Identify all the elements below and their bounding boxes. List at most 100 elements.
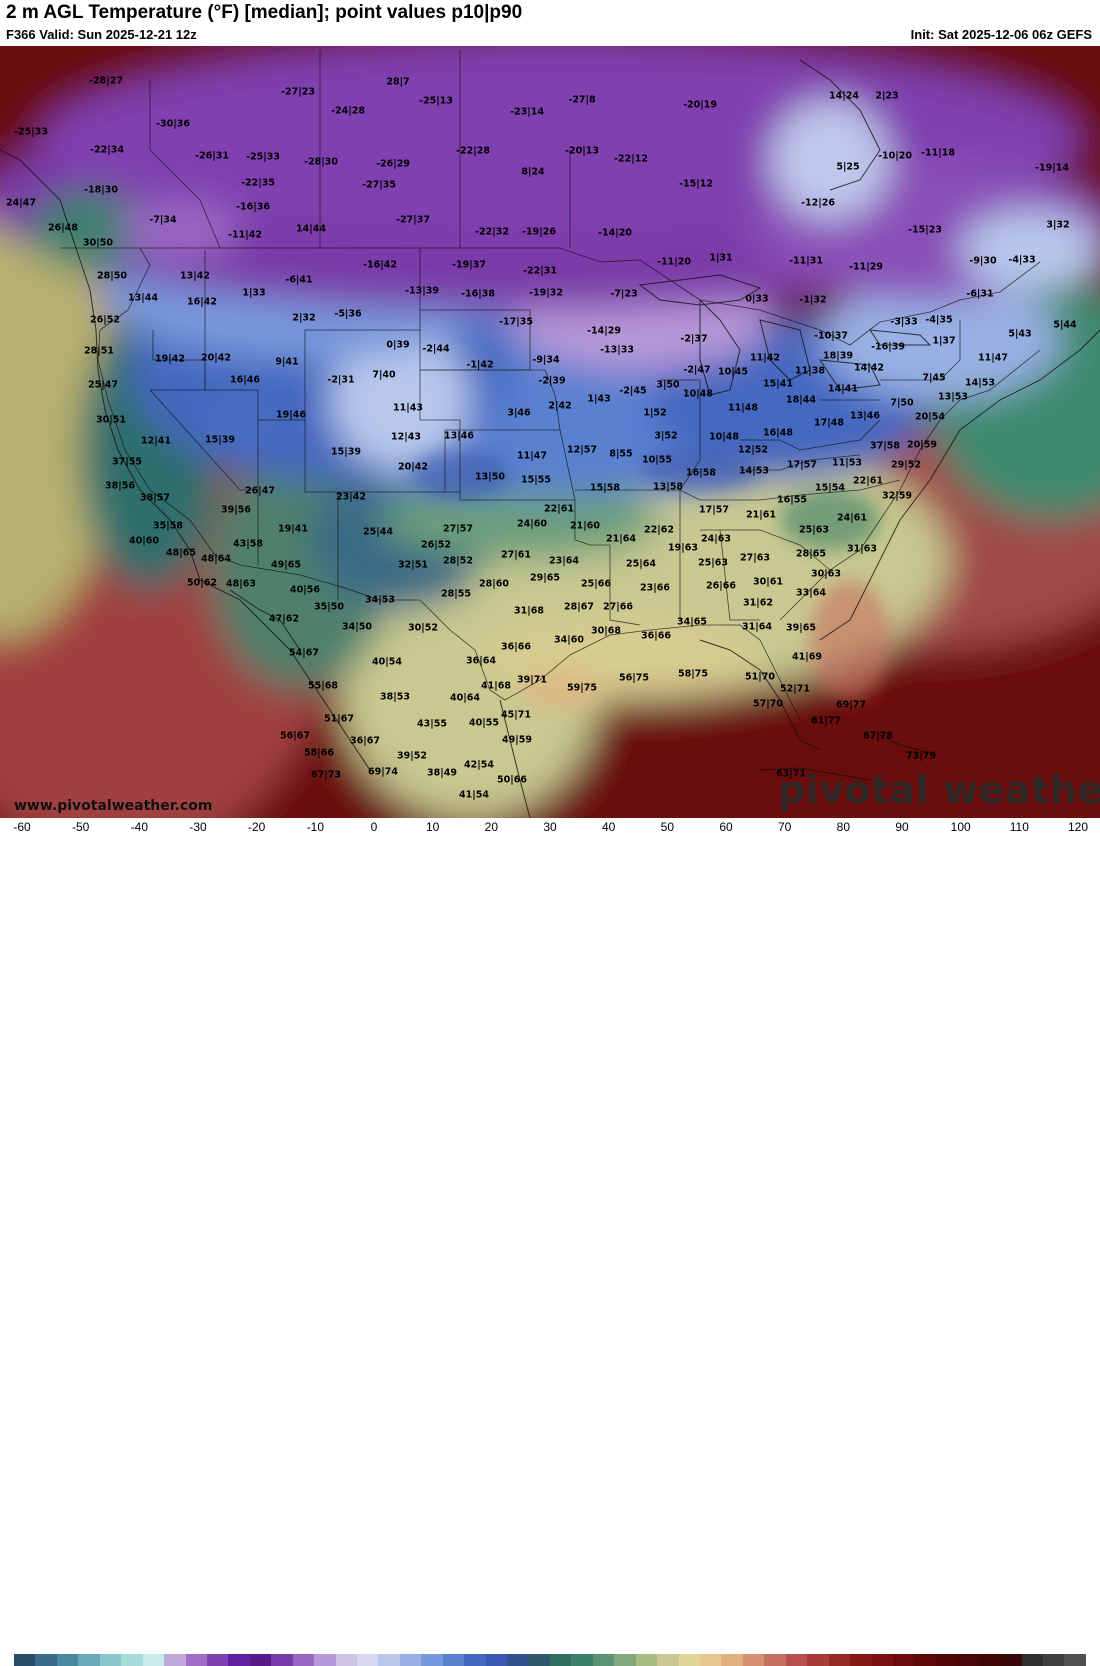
point-value-label: 32|59 [882, 490, 912, 502]
point-value-label: 16|46 [230, 374, 260, 386]
point-value-label: 19|46 [276, 409, 306, 421]
point-value-label: 40|55 [469, 717, 499, 729]
point-value-label: 31|62 [743, 597, 773, 609]
legend-color-swatch [892, 1654, 915, 1666]
legend-color-swatch [635, 1654, 658, 1666]
legend-tick-label: -50 [71, 820, 90, 834]
point-value-label: 16|48 [763, 427, 793, 439]
point-value-label: 36|66 [501, 641, 531, 653]
point-value-label: -20|19 [683, 99, 717, 111]
point-value-label: -16|39 [871, 341, 905, 353]
point-value-label: 41|54 [459, 789, 489, 801]
point-value-label: 21|61 [746, 509, 776, 521]
legend-tick-label: 40 [601, 820, 616, 834]
point-value-label: 26|52 [421, 539, 451, 551]
point-value-label: 41|68 [481, 680, 511, 692]
point-value-label: 25|63 [799, 524, 829, 536]
point-value-label: -27|8 [568, 94, 596, 106]
point-value-label: 58|75 [678, 668, 708, 680]
point-value-label: 25|64 [626, 558, 656, 570]
legend-tick-label: 60 [719, 820, 733, 834]
point-value-label: 17|57 [787, 459, 817, 471]
legend-color-swatch [507, 1654, 529, 1666]
point-value-label: 16|58 [686, 467, 716, 479]
legend-tick-label: -30 [189, 820, 207, 834]
point-value-label: -22|32 [475, 226, 509, 238]
point-value-label: 36|64 [466, 655, 496, 667]
legend-color-swatch [1021, 1654, 1043, 1666]
point-value-label: 30|50 [83, 237, 113, 249]
point-value-label: 59|75 [567, 682, 597, 694]
temperature-map[interactable] [0, 46, 1100, 818]
point-value-label: 26|66 [706, 580, 736, 592]
point-value-label: -18|30 [84, 184, 118, 196]
legend-color-swatch [571, 1654, 593, 1666]
legend-colorbar [14, 1654, 1086, 1666]
legend-color-swatch [421, 1654, 443, 1666]
point-value-label: 51|70 [745, 671, 775, 683]
legend-color-swatch [1000, 1654, 1022, 1666]
point-value-label: 45|71 [501, 709, 531, 721]
point-value-label: -22|12 [614, 153, 648, 165]
legend-color-swatch [464, 1654, 486, 1666]
point-value-label: 50|66 [497, 774, 527, 786]
point-value-label: 23|64 [549, 555, 579, 567]
legend-tick-label: -10 [306, 820, 324, 834]
point-value-label: 13|46 [444, 430, 474, 442]
legend-color-swatch [185, 1654, 207, 1666]
legend-color-swatch [807, 1654, 829, 1666]
legend-color-swatch [164, 1654, 186, 1666]
point-value-label: -9|30 [969, 255, 997, 267]
point-value-label: 2|42 [548, 400, 572, 412]
point-value-label: 40|64 [450, 692, 480, 704]
point-value-label: 35|50 [314, 601, 344, 613]
legend-color-swatch [378, 1654, 400, 1666]
point-value-label: 11|43 [393, 402, 423, 414]
point-value-label: 57|70 [753, 698, 783, 710]
website-watermark: www.pivotalweather.com [14, 798, 213, 814]
point-value-label: -10|37 [814, 330, 848, 342]
chart-title: 2 m AGL Temperature (°F) [median]; point… [6, 2, 523, 23]
point-value-label: 27|63 [740, 552, 770, 564]
point-value-label: -1|32 [799, 294, 827, 306]
init-time: Init: Sat 2025-12-06 06z GEFS [910, 27, 1092, 42]
point-value-label: 28|65 [796, 548, 826, 560]
color-legend: -60 -50 -40 -30 -20 -10 0 10 20 30 40 50 60 70 80 90 100… [0, 818, 1100, 1666]
point-value-label: -27|37 [396, 214, 430, 226]
point-value-label: 38|56 [105, 480, 135, 492]
point-value-label: 18|39 [823, 350, 853, 362]
point-value-label: -15|12 [679, 178, 713, 190]
point-value-label: 3|46 [507, 407, 531, 419]
point-value-label: 28|50 [97, 270, 127, 282]
legend-color-swatch [485, 1654, 508, 1666]
point-value-label: -25|33 [246, 151, 280, 163]
coastlines [0, 59, 1100, 818]
legend-color-swatch [978, 1654, 1001, 1666]
point-value-label: -11|31 [789, 255, 823, 267]
legend-tick-label: 100 [950, 820, 971, 834]
point-value-label: 47|62 [269, 613, 299, 625]
point-value-label: -20|13 [565, 145, 599, 157]
point-value-label: 39|52 [397, 750, 427, 762]
point-value-label: 7|40 [372, 369, 396, 381]
point-value-label: 12|57 [567, 444, 597, 456]
point-value-label: 13|46 [850, 410, 880, 422]
point-value-label: 34|60 [554, 634, 584, 646]
point-value-label: -2|47 [683, 364, 711, 376]
point-value-label: 40|56 [290, 584, 320, 596]
point-value-label: 43|58 [233, 538, 263, 550]
point-value-label: 36|67 [350, 735, 380, 747]
legend-color-swatch [549, 1654, 572, 1666]
point-value-label: 7|45 [922, 372, 946, 384]
legend-color-swatch [35, 1654, 57, 1666]
point-value-label: -22|31 [523, 265, 557, 277]
point-value-label: 38|53 [380, 691, 410, 703]
point-value-label: 14|53 [739, 465, 769, 477]
point-value-label: 67|78 [863, 730, 893, 742]
point-value-label: -3|33 [890, 316, 918, 328]
legend-color-swatch [914, 1654, 936, 1666]
point-value-label: -14|20 [598, 227, 632, 239]
point-value-label: 13|44 [128, 292, 158, 304]
point-value-label: 19|42 [155, 353, 185, 365]
point-value-label: -11|29 [849, 261, 883, 273]
